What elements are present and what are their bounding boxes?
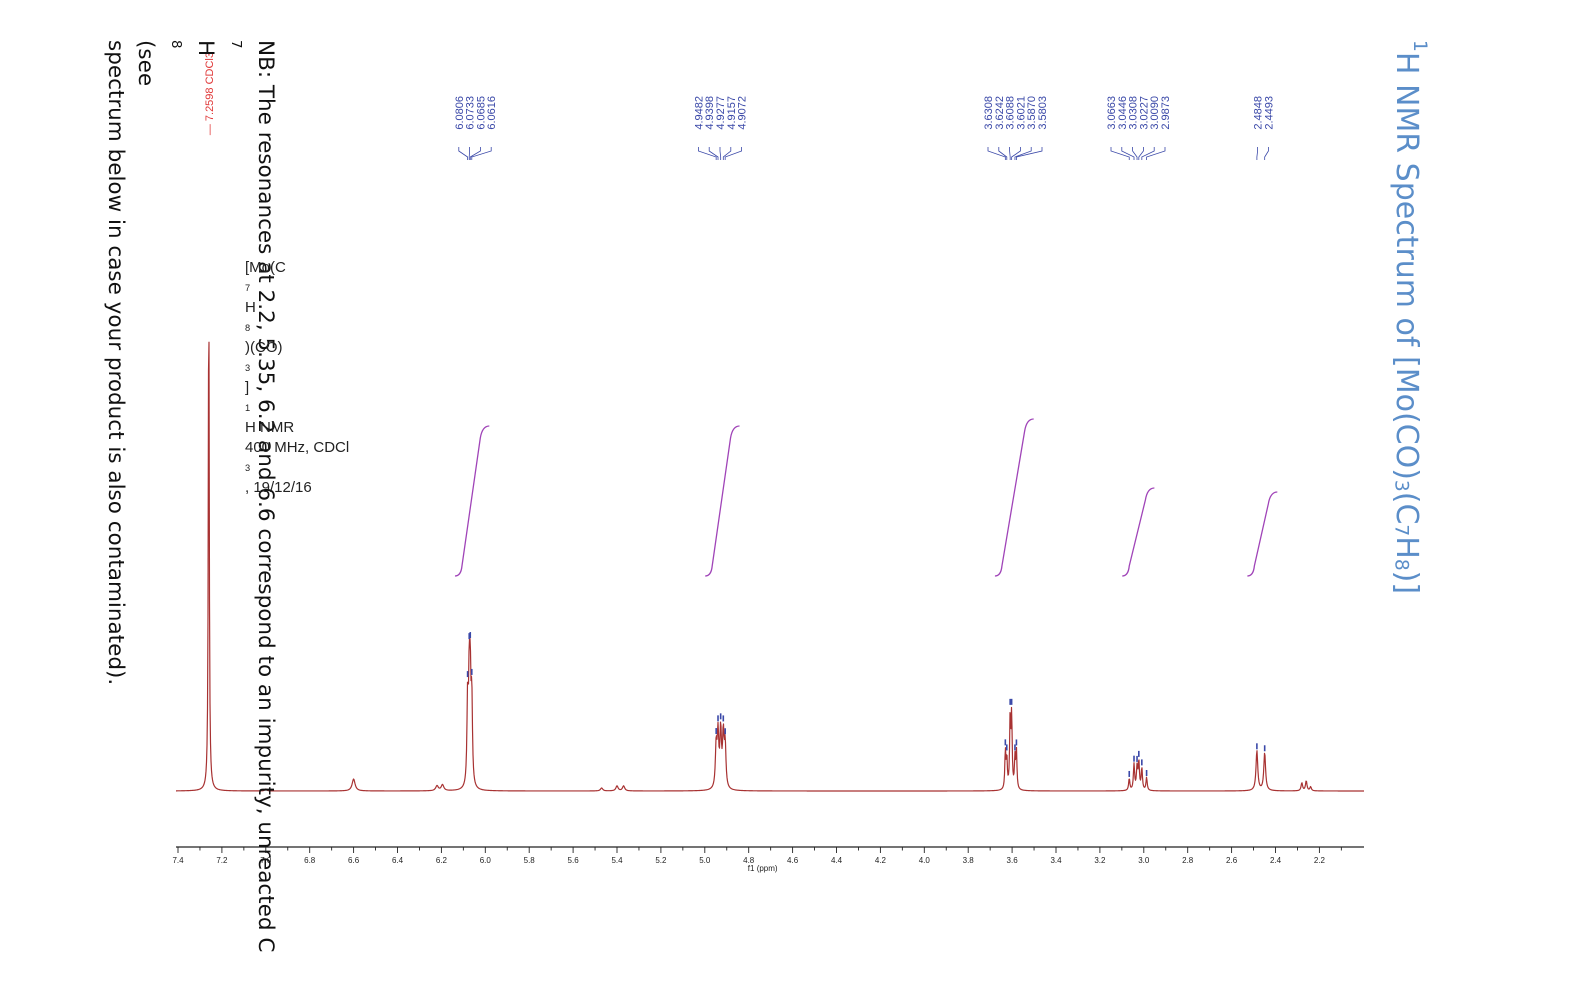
peak-label: 3.5803 [1037, 96, 1049, 130]
peak-label: 4.9398 [704, 96, 716, 130]
peak-connector [1121, 147, 1135, 160]
integral-curves [454, 418, 1278, 577]
x-tick-label: 6.8 [304, 856, 316, 865]
x-tick-label: 5.2 [655, 856, 667, 865]
x-tick-label: 6.2 [436, 856, 448, 865]
peak-connector [1011, 147, 1021, 160]
peak-connector [1264, 147, 1269, 160]
x-tick-label: 2.2 [1314, 856, 1326, 865]
peak-connector [1009, 147, 1011, 160]
integral-curve [705, 425, 740, 577]
peak-label: 2.4848 [1253, 96, 1265, 130]
peak-label: 3.0227 [1138, 96, 1150, 130]
x-tick-label: 5.6 [568, 856, 580, 865]
integral-curve [994, 418, 1034, 577]
peak-connector [458, 147, 469, 160]
x-tick-label: 4.8 [743, 856, 755, 865]
x-tick-label: 4.2 [875, 856, 887, 865]
impurity-note: NB: The resonances at 2.2, 5.35, 6.2 and… [100, 40, 280, 952]
x-tick-label: 5.4 [611, 856, 623, 865]
peak-label: 3.6242 [994, 96, 1006, 130]
peak-label: 3.6088 [1005, 96, 1017, 130]
x-tick-label: 4.0 [919, 856, 931, 865]
x-tick-label: 3.0 [1138, 856, 1150, 865]
peak-connector [1138, 147, 1144, 160]
peak-label: 3.0090 [1149, 96, 1161, 130]
chart-title: 1H NMR Spectrum of [Mo(CO)3(C7H8)] [1389, 40, 1431, 595]
peak-label: 6.0616 [486, 96, 498, 130]
peak-label: 4.9157 [726, 96, 738, 130]
x-tick-label: 6.4 [392, 856, 404, 865]
peak-connector [1256, 147, 1258, 160]
note-line-1: NB: The resonances at 2.2, 5.35, 6.2 and… [133, 40, 278, 953]
integral-curve [1122, 487, 1155, 577]
peak-label: 3.0663 [1106, 96, 1118, 130]
x-tick-label: 7.2 [216, 856, 228, 865]
peak-connector [469, 147, 481, 160]
x-tick-label: 6.6 [348, 856, 360, 865]
peak-connector [998, 147, 1008, 160]
peak-connector [1014, 147, 1032, 160]
peak-label: 3.0446 [1117, 96, 1129, 130]
peak-connector [698, 147, 717, 160]
x-tick-label: 7.0 [260, 856, 272, 865]
peak-label: 2.4493 [1263, 96, 1275, 130]
peak-label: 4.9482 [693, 96, 705, 130]
spectrum-trace-group [175, 341, 1365, 792]
peak-connector [471, 147, 492, 160]
peak-connector [722, 147, 732, 160]
peak-connector [1016, 147, 1043, 160]
peak-label: 6.0685 [475, 96, 487, 130]
x-tick-label: 5.0 [699, 856, 711, 865]
sample-line-2: 400 MHz, CDCl 3, 19/12/16 [245, 439, 350, 496]
integral-curve [454, 425, 490, 577]
x-tick-label: 3.4 [1050, 856, 1062, 865]
peak-connector [719, 147, 722, 160]
peak-label: 3.0308 [1128, 96, 1140, 130]
peak-label: 6.0806 [454, 96, 466, 130]
peak-label: 4.9277 [715, 96, 727, 130]
x-tick-label: 7.4 [172, 856, 184, 865]
peak-connector [1132, 147, 1138, 160]
peak-connector [724, 147, 742, 160]
peak-label: 4.9072 [737, 96, 749, 130]
peak-connector [987, 147, 1006, 160]
x-axis: 7.4 7.2 7.0 6.8 6.6 6.4 6.2 6.0 5.8 5.6 5.4 5.2 5.0 4… [172, 846, 1364, 873]
integral-curve [1247, 491, 1278, 577]
x-tick-label: 2.4 [1270, 856, 1282, 865]
peak-connector [1146, 147, 1166, 160]
peak-label: 6.0733 [465, 96, 477, 130]
x-tick-label: 3.2 [1094, 856, 1106, 865]
peak-label: 3.6021 [1015, 96, 1027, 130]
x-tick-label: 3.8 [963, 856, 975, 865]
x-tick-label: 4.4 [831, 856, 843, 865]
note-line-2: spectrum below in case your product is a… [103, 40, 128, 686]
peak-label: 3.5870 [1026, 96, 1038, 130]
peak-connector [1110, 147, 1130, 160]
spectrum-trace [175, 341, 1365, 792]
peak-connector [1141, 147, 1155, 160]
x-tick-label: 5.8 [524, 856, 536, 865]
x-tick-label: 2.8 [1182, 856, 1194, 865]
x-axis-label: f1 (ppm) [748, 864, 778, 873]
peak-label: 3.6308 [983, 96, 995, 130]
solvent-peak-label: — 7.2598 CDCl3 [204, 52, 216, 135]
x-tick-label: 3.6 [1007, 856, 1019, 865]
x-tick-label: 2.6 [1226, 856, 1238, 865]
x-tick-label: 4.6 [787, 856, 799, 865]
peak-connector [708, 147, 719, 160]
peak-label: 2.9873 [1160, 96, 1172, 130]
x-tick-label: 6.0 [480, 856, 492, 865]
